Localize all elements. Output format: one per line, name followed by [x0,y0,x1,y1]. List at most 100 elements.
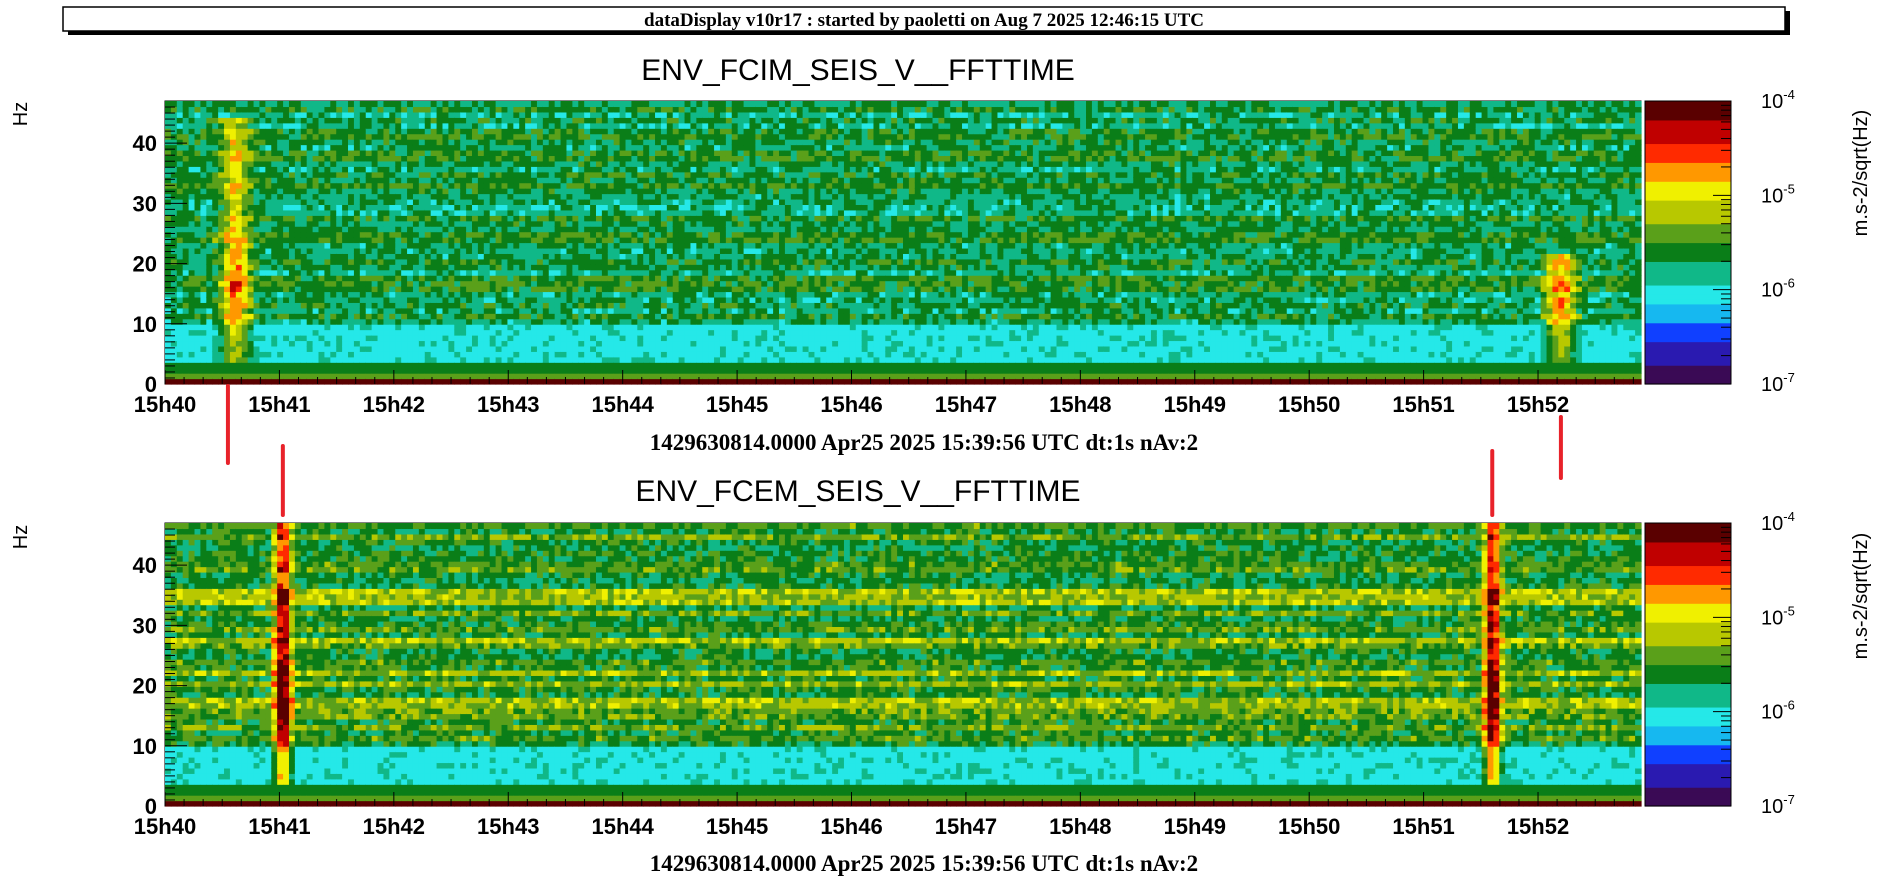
heatmap-cell [378,368,385,374]
heatmap-cell [655,297,662,303]
heatmap-cell [466,335,473,341]
heatmap-cell [572,253,579,259]
heatmap-cell [590,183,597,189]
heatmap-cell [289,379,296,385]
heatmap-cell [212,199,219,205]
heatmap-cell [383,134,390,140]
heatmap-cell [195,324,202,330]
heatmap-cell [307,373,314,379]
heatmap-cell [502,368,509,374]
heatmap-cell [324,221,331,227]
heatmap-cell [401,291,408,297]
heatmap-cell [537,302,544,308]
heatmap-cell [200,150,207,156]
heatmap-cell [183,215,190,221]
heatmap-cell [389,226,396,232]
heatmap-cell [454,373,461,379]
heatmap-cell [543,101,550,107]
heatmap-cell [496,275,503,281]
heatmap-cell [655,215,662,221]
heatmap-cell [442,243,449,249]
heatmap-cell [259,330,266,336]
heatmap-cell [637,368,644,374]
heatmap-cell [313,139,320,145]
heatmap-cell [726,183,733,189]
heatmap-cell [602,194,609,200]
heatmap-cell [543,210,550,216]
heatmap-cell [383,373,390,379]
heatmap-cell [200,308,207,314]
heatmap-cell [348,379,355,385]
heatmap-cell [307,286,314,292]
heatmap-cell [614,172,621,178]
heatmap-cell [519,101,526,107]
heatmap-cell [324,161,331,167]
heatmap-cell [460,188,467,194]
heatmap-cell [195,194,202,200]
heatmap-cell [631,123,638,129]
heatmap-cell [566,362,573,368]
heatmap-cell [189,368,196,374]
heatmap-cell [342,270,349,276]
heatmap-cell [590,226,597,232]
heatmap-cell [319,330,326,336]
heatmap-cell [690,237,697,243]
heatmap-cell [301,101,308,107]
heatmap-cell [726,117,733,123]
heatmap-cell [319,264,326,270]
heatmap-cell [419,166,426,172]
heatmap-cell [555,232,562,238]
heatmap-cell [248,253,255,259]
heatmap-cell [366,172,373,178]
heatmap-cell [531,117,538,123]
heatmap-cell [295,204,302,210]
heatmap-cell [360,351,367,357]
heatmap-cell [437,117,444,123]
heatmap-cell [543,340,550,346]
heatmap-cell [566,340,573,346]
heatmap-cell [313,291,320,297]
heatmap-cell [460,379,467,385]
heatmap-cell [478,183,485,189]
heatmap-cell [643,313,650,319]
heatmap-cell [277,123,284,129]
heatmap-cell [354,166,361,172]
heatmap-cell [578,199,585,205]
heatmap-cell [566,134,573,140]
heatmap-cell [283,351,290,357]
heatmap-cell [271,106,278,112]
heatmap-cell [466,330,473,336]
heatmap-cell [590,330,597,336]
heatmap-cell [342,346,349,352]
heatmap-cell [283,335,290,341]
heatmap-cell [643,237,650,243]
heatmap-cell [236,253,243,259]
heatmap-cell [431,101,438,107]
heatmap-cell [295,161,302,167]
heatmap-cell [259,117,266,123]
heatmap-cell [561,128,568,134]
heatmap-cell [283,117,290,123]
heatmap-cell [561,340,568,346]
heatmap-cell [620,150,627,156]
heatmap-cell [643,351,650,357]
heatmap-cell [714,264,721,270]
heatmap-cell [531,123,538,129]
heatmap-cell [236,221,243,227]
heatmap-cell [212,204,219,210]
heatmap-cell [254,155,261,161]
heatmap-cell [265,324,272,330]
heatmap-cell [277,281,284,287]
heatmap-cell [289,123,296,129]
heatmap-cell [230,340,237,346]
heatmap-cell [690,297,697,303]
heatmap-cell [277,145,284,151]
heatmap-cell [590,297,597,303]
heatmap-cell [626,243,633,249]
heatmap-cell [183,134,190,140]
heatmap-cell [372,243,379,249]
heatmap-cell [720,373,727,379]
heatmap-cell [478,210,485,216]
heatmap-cell [448,155,455,161]
heatmap-cell [200,199,207,205]
